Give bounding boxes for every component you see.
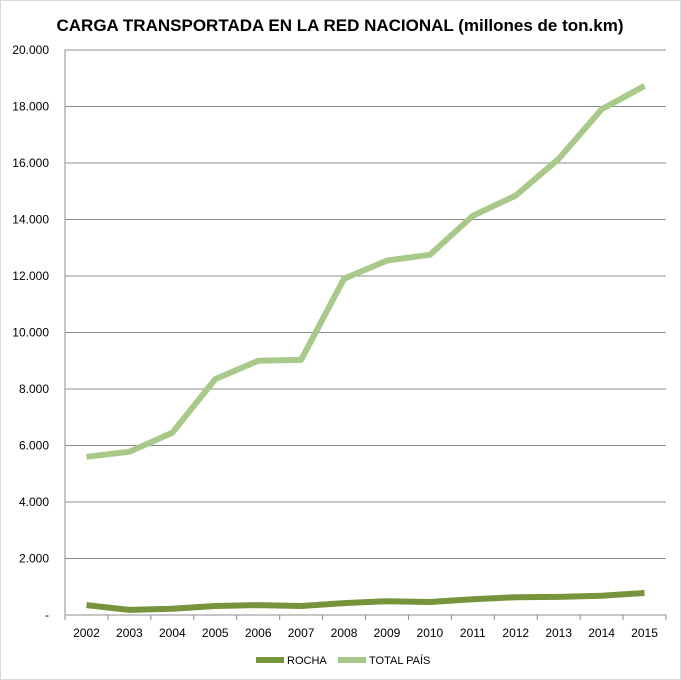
y-tick-label: 12.000 [12,269,49,283]
x-tick-label: 2003 [116,626,143,640]
y-tick-label: 8.000 [19,382,49,396]
series-lines [86,83,646,613]
y-tick-label: 20.000 [12,43,49,57]
y-tick-label: - [45,608,49,622]
x-tick-label: 2014 [588,626,615,640]
legend-label-total-pa-s: TOTAL PAÍS [369,654,430,667]
x-tick-label: 2007 [288,626,315,640]
series-line-total-pa-s [86,83,646,460]
y-tick-label: 14.000 [12,213,49,227]
y-tick-label: 18.000 [12,100,49,114]
x-tick-label: 2011 [460,626,486,640]
y-tick-label: 16.000 [12,156,49,170]
x-tick-label: 2005 [202,626,229,640]
legend-label-rocha: ROCHA [287,655,327,667]
x-tick-label: 2004 [159,626,186,640]
x-tick-label: 2006 [245,626,272,640]
legend: ROCHA TOTAL PAÍS [256,654,430,667]
y-tick-label: 2.000 [19,552,49,566]
x-tick-label: 2012 [502,626,529,640]
axes [64,50,667,620]
gridlines [65,49,666,559]
x-tick-label: 2009 [374,626,401,640]
x-tick-label: 2013 [545,626,572,640]
y-tick-label: 10.000 [12,326,49,340]
chart-title: CARGA TRANSPORTADA EN LA RED NACIONAL (m… [57,16,624,35]
y-tick-label: 6.000 [19,439,49,453]
y-tick-label: 4.000 [19,495,49,509]
x-tick-label: 2010 [417,626,444,640]
x-tick-label: 2002 [73,626,100,640]
x-axis-tick-labels: 2002 2003 2004 2005 2006 2007 2008 2009 2010 2011… [73,626,658,640]
y-axis-tick-labels: - 2.000 4.000 6.000 8.000 10.000 12.000 14.000 1… [12,43,49,622]
x-tick-label: 2008 [331,626,358,640]
x-tick-label: 2015 [631,626,658,640]
series-line-rocha [86,590,645,613]
